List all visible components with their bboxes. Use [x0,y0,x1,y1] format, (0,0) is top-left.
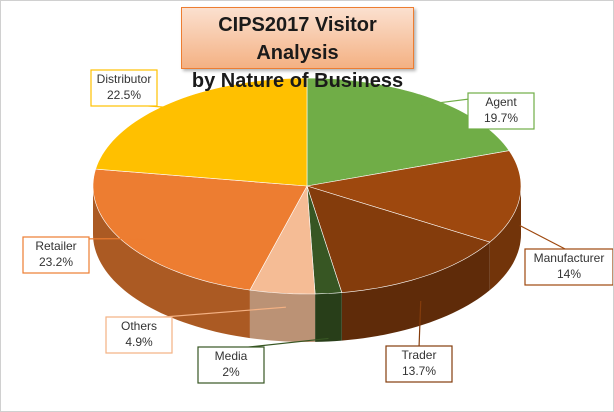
slice [306,150,522,243]
label-value: 22.5% [107,88,141,102]
leader-line [519,224,570,252]
label-value: 13.7% [402,364,436,378]
label-name: Trader [402,348,437,362]
label-box [385,345,453,383]
label-box [524,248,613,286]
data-label: Manufacturer 14% [519,224,613,286]
label-name: Manufacturer [534,251,605,265]
label-box [467,92,535,130]
chart-title: CIPS2017 Visitor Analysis by Nature of B… [181,7,414,92]
data-label: Agent 19.7% [421,92,535,130]
label-name: Agent [485,95,517,109]
label-name: Media [215,349,248,363]
label-value: 2% [222,365,240,379]
leader-line [418,301,422,349]
slice-side [489,186,521,291]
slice [306,185,491,293]
data-label: Distributor 22.5% [90,69,176,109]
slice-side [341,242,490,341]
label-box [22,236,90,274]
data-label: Retailer 23.2% [22,236,146,274]
slice [249,184,316,295]
label-name: Retailer [35,239,76,253]
label-value: 4.9% [125,335,153,349]
label-box [90,69,158,107]
label-value: 19.7% [484,111,518,125]
data-label: Others 4.9% [105,306,286,354]
label-name: Others [121,319,157,333]
slice [92,168,308,291]
data-label: Media 2% [197,337,329,384]
slice-side [249,290,316,342]
data-label: Trader 13.7% [385,301,453,383]
slice [306,77,510,187]
slice-side [315,292,342,342]
label-value: 23.2% [39,255,73,269]
slice-side [93,186,250,339]
label-box [105,316,173,354]
label-box [197,346,265,384]
slice [95,77,308,187]
label-name: Distributor [97,72,152,86]
label-value: 14% [557,267,581,281]
